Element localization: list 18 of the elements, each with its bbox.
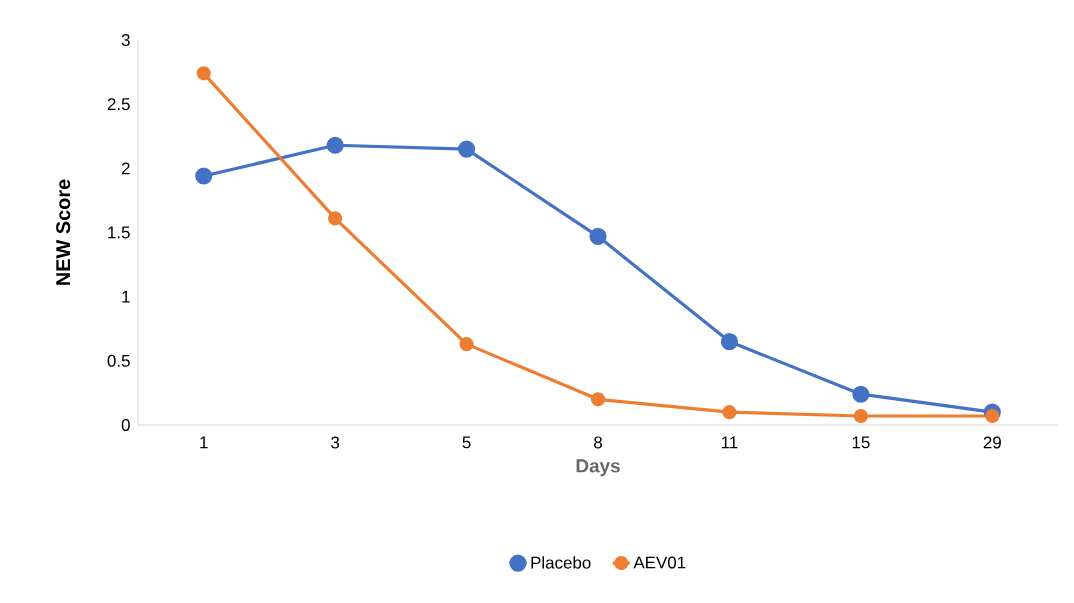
y-tick-label: 2.5: [107, 98, 130, 111]
x-tick-label: 3: [331, 436, 340, 449]
y-axis-title: NEW Score: [56, 179, 71, 285]
y-tick-label: 1: [122, 290, 130, 303]
y-tick-label: 0: [121, 419, 130, 431]
x-tick-label: 1: [200, 436, 208, 449]
x-tick-label: 8: [594, 436, 602, 449]
x-tick-label: 29: [983, 436, 1001, 449]
y-tick-label: 3: [121, 34, 130, 46]
y-tick-label: 0.5: [107, 354, 130, 367]
x-tick-label: 11: [721, 436, 738, 449]
x-axis-title: Days: [576, 459, 620, 477]
y-tick-label: 2: [121, 162, 130, 175]
y-tick-label: 1.5: [108, 226, 130, 239]
legend-label: Placebo: [531, 556, 591, 569]
x-tick-label: 15: [852, 436, 870, 449]
legend-label: AEV01: [633, 556, 686, 569]
x-tick-label: 5: [462, 436, 471, 449]
